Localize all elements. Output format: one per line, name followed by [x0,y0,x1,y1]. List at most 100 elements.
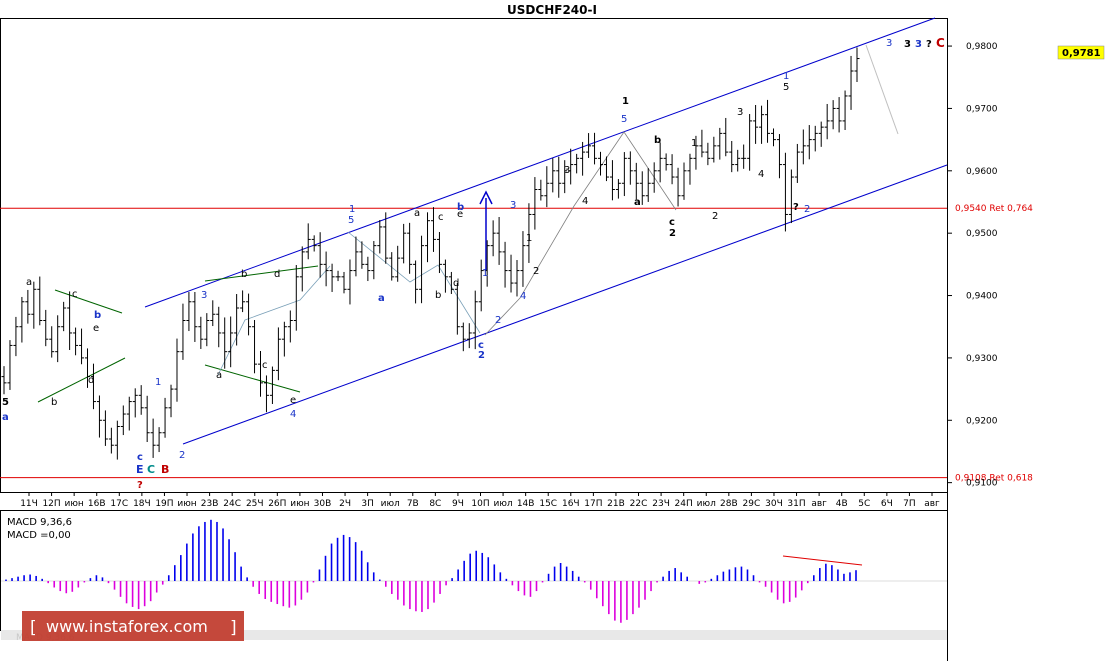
x-tick-label: июл [381,499,400,509]
x-tick-label: 4В [836,499,848,509]
y-tick-label: 0,9700 [966,104,998,114]
candles-group [1,47,860,460]
current-price-box [1057,45,1105,60]
x-tick-label: 30Ч [765,499,783,509]
macd-divergence-line [782,555,863,566]
x-tick-label: 16В [88,499,106,509]
y-tick-label: 0,9600 [966,167,998,177]
wave-label: d [88,375,94,386]
x-tick-label: 5С [858,499,870,509]
y-tick-label: 0,9300 [966,354,998,364]
chart-title: USDCHF240-I [507,3,597,17]
wave-label: b [51,397,57,408]
wave-label: a [2,412,9,423]
wave-label: 1 [349,204,355,215]
wave-label: 4 [582,196,588,207]
wave-label: d [453,278,459,289]
x-tick-label: 31П [787,499,805,509]
wave-label: E [136,463,144,476]
wave-label: 4 [290,409,296,420]
wave-path-c [484,131,677,336]
x-tick-label: 2Ч [339,499,351,509]
x-axis: 11Ч 12П июн 16В 17С 18Ч 19П июн 23В 24С 25Ч 26П июн 3… [20,492,940,509]
x-tick-label: 6Ч [881,499,893,509]
x-tick-label: 30В [314,499,332,509]
wave-label: 1 [482,268,488,279]
x-tick-label: 17С [110,499,128,509]
wave-label: 3 [915,39,922,50]
wave-label: 3 [886,38,892,49]
y-tick-label: 0,9400 [966,292,998,302]
channel-upper-line [144,17,936,308]
x-tick-label: июл [493,499,512,509]
x-tick-label: июн [64,499,83,509]
x-tick-label: 29С [743,499,761,509]
x-tick-label: 7В [407,499,419,509]
x-tick-label: 9Ч [452,499,464,509]
x-tick-label: 23В [201,499,219,509]
x-tick-label: 22С [630,499,648,509]
wave-label: c [438,212,444,223]
wave-labels: 5 a a b c e b d c ? E C B 1 2 3 a b c d … [2,36,945,491]
wave-label: b [94,310,101,321]
wave-label: ? [926,39,932,50]
wave-label: C [936,36,945,50]
wave-label: C [147,463,155,476]
watermark-box [22,611,244,641]
x-tick-label: 28В [720,499,738,509]
x-tick-label: 26П [268,499,286,509]
wave-label: e [290,395,296,406]
wave-path-a [217,265,331,376]
wave-label: a [634,197,641,208]
wave-label: 1 [783,71,789,82]
x-tick-label: 15С [539,499,557,509]
wave-label: c [478,340,484,351]
wave-label: ? [793,202,799,213]
watermark-bracket-left: [ [30,618,37,638]
x-tick-label: 14В [517,499,535,509]
x-tick-label: 18Ч [133,499,151,509]
x-tick-label: 23Ч [652,499,670,509]
y-tick-label: 0,9500 [966,229,998,239]
wave-label: 3 [737,107,743,118]
macd-title: MACD 9,36,6 [7,517,72,528]
wave-label: a [378,293,385,304]
wave-label: 2 [533,266,539,277]
macd-strip [1,630,947,640]
x-tick-label: 8С [429,499,441,509]
wave-label: a [216,370,222,381]
x-tick-label: июн [177,499,196,509]
x-tick-label: 24С [223,499,241,509]
x-tick-label: июл [697,499,716,509]
pattern-line-3 [204,265,319,282]
level-label-0618: 0,9108 Ret 0,618 [955,474,1033,484]
breakout-arrow-head [479,190,493,205]
current-price-label: 0,9781 [1062,48,1101,59]
wave-label: 2 [478,350,485,361]
x-tick-label: 17П [584,499,602,509]
x-tick-label: 11Ч [20,499,38,509]
wave-label: 2 [712,211,718,222]
wave-label: b [241,269,247,280]
wave-label: b [435,290,441,301]
y-tick-label: 0,9800 [966,42,998,52]
x-tick-label: 25Ч [246,499,264,509]
wave-label: 2 [179,450,185,461]
wave-label: d [274,269,280,280]
wave-label: 4 [758,169,764,180]
projection-line [865,44,899,135]
level-label-0764: 0,9540 Ret 0,764 [955,204,1033,214]
x-tick-label: июн [290,499,309,509]
wave-label: c [137,452,143,463]
wave-label: 3 [564,165,570,176]
pattern-line-1 [54,289,123,314]
wave-label: 2 [495,315,501,326]
macd-value: MACD =0,00 [7,530,71,541]
wave-label: 1 [691,138,697,149]
wave-label: 4 [520,291,526,302]
wave-label: c [262,360,268,371]
wave-label: c [72,289,78,300]
x-tick-label: авг [811,499,827,509]
x-tick-label: авг [924,499,940,509]
